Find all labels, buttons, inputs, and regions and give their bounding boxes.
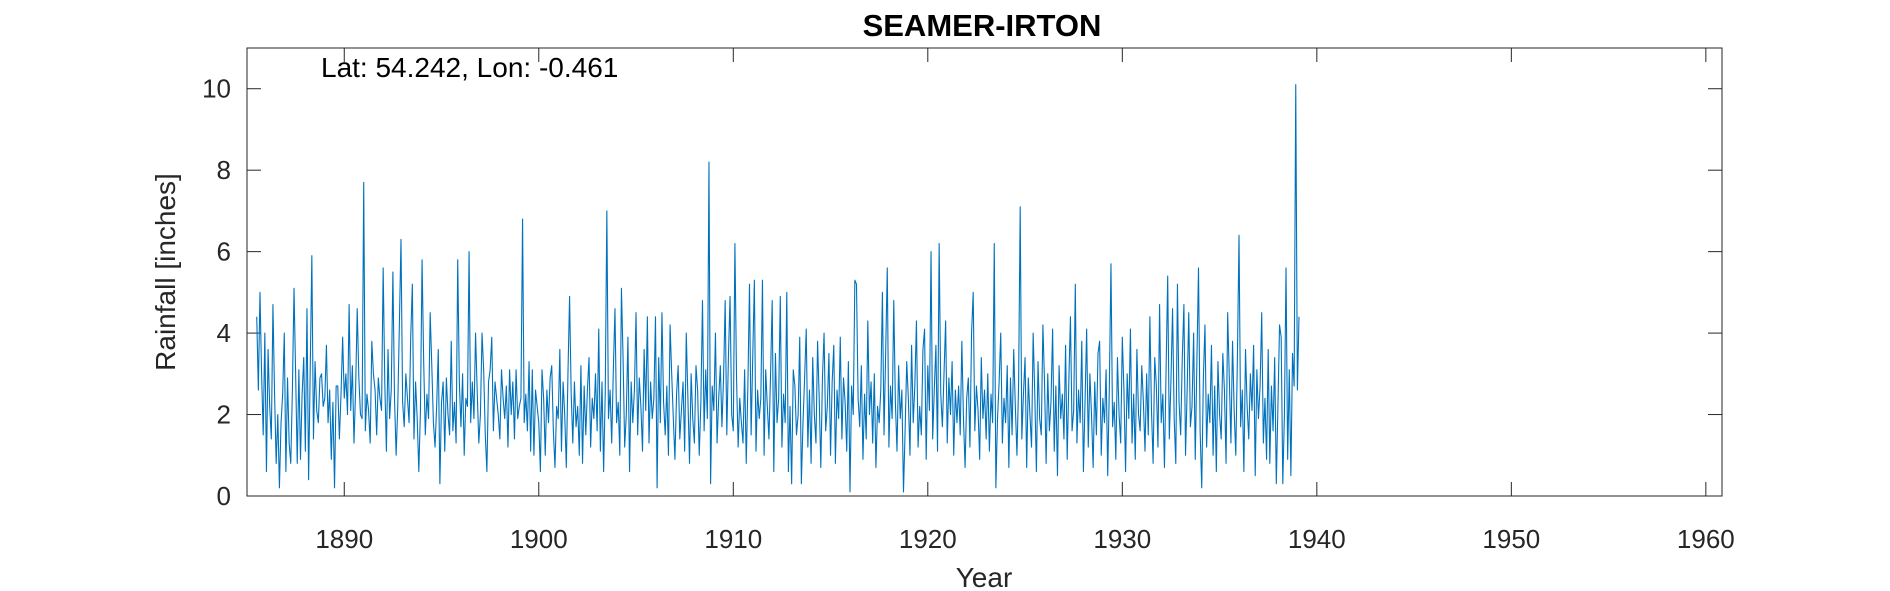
x-tick-labels: 1890 1900 1910 1920 1930 1940 1950 1960 <box>315 524 1734 554</box>
y-tick-label: 10 <box>202 74 231 104</box>
axis-ticks <box>247 48 1722 497</box>
y-tick-labels: 0 2 4 6 8 10 <box>202 74 231 511</box>
chart-title: SEAMER-IRTON <box>863 8 1102 43</box>
plot-area <box>246 47 1723 497</box>
x-tick-label: 1940 <box>1288 524 1346 554</box>
x-tick-label: 1920 <box>899 524 957 554</box>
x-tick-label: 1950 <box>1482 524 1540 554</box>
x-tick-label: 1960 <box>1677 524 1735 554</box>
x-axis-label: Year <box>956 562 1013 591</box>
y-tick-label: 6 <box>217 237 231 267</box>
y-tick-label: 2 <box>217 400 231 430</box>
x-tick-label: 1930 <box>1093 524 1151 554</box>
x-tick-label: 1900 <box>510 524 568 554</box>
y-tick-label: 4 <box>217 318 231 348</box>
x-tick-label: 1890 <box>315 524 373 554</box>
rainfall-series-line <box>256 84 1300 493</box>
location-annotation: Lat: 54.242, Lon: -0.461 <box>321 52 618 83</box>
y-axis-label: Rainfall [inches] <box>150 173 181 371</box>
y-tick-label: 8 <box>217 155 231 185</box>
y-tick-label: 0 <box>217 481 231 511</box>
x-tick-label: 1910 <box>704 524 762 554</box>
